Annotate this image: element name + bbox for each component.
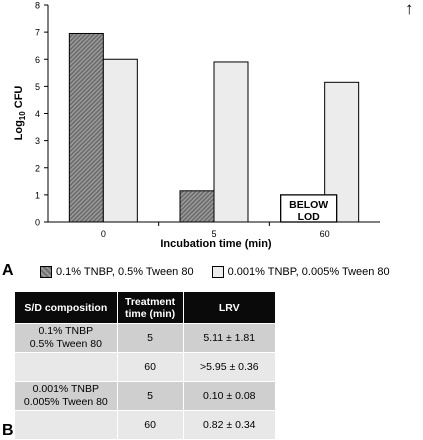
header-lrv: LRV — [182, 291, 277, 324]
lrv-table: S/D composition Treatment time (min) LRV… — [14, 291, 277, 440]
bar-low-t0 — [102, 58, 138, 223]
bar-high-t5 — [179, 190, 215, 223]
table-row: 60 0.82 ± 0.34 — [14, 410, 277, 440]
y-tick-label: 0 — [35, 218, 40, 228]
below-lod-label-line2: LOD — [298, 211, 321, 223]
header-treatment-time: Treatment time (min) — [116, 291, 184, 324]
composition-cell — [14, 410, 118, 440]
header-composition: S/D composition — [14, 291, 118, 324]
x-tick-label: 0 — [101, 229, 106, 239]
composition-cell: 0.1% TNBP 0.5% Tween 80 — [14, 323, 118, 353]
x-tick-label: 60 — [320, 229, 330, 239]
y-tick-label: 5 — [35, 82, 40, 92]
y-tick-label: 2 — [35, 163, 40, 173]
y-tick-label: 8 — [35, 1, 40, 11]
table-row: 0.1% TNBP 0.5% Tween 80 5 5.11 ± 1.81 — [14, 323, 277, 353]
y-tick-label: 6 — [35, 55, 40, 65]
composition-cell — [14, 352, 118, 382]
bar-low-t60 — [324, 81, 360, 223]
time-cell: 60 — [116, 352, 184, 382]
time-cell: 5 — [116, 323, 184, 353]
bar-low-t5 — [213, 61, 249, 223]
y-tick-label: 4 — [35, 109, 40, 119]
bar-high-t0 — [68, 32, 104, 223]
below-lod-label-line1: BELOW — [289, 199, 328, 211]
lrv-cell: 0.82 ± 0.34 — [182, 410, 277, 440]
below-lod-box — [280, 194, 338, 223]
y-tick-label: 7 — [35, 28, 40, 38]
lrv-cell: 0.10 ± 0.08 — [182, 381, 277, 411]
legend-swatch-light — [211, 266, 224, 278]
y-tick-label: 1 — [35, 190, 40, 200]
lrv-cell: 5.11 ± 1.81 — [182, 323, 277, 353]
legend-label-low: 0.001% TNBP, 0.005% Tween 80 — [227, 266, 390, 278]
table-row: 0.001% TNBP 0.005% Tween 80 5 0.10 ± 0.08 — [14, 381, 277, 411]
y-tick-label: 3 — [35, 136, 40, 146]
time-cell: 5 — [116, 381, 184, 411]
chart-legend: 0.1% TNBP, 0.5% Tween 80 0.001% TNBP, 0.… — [40, 262, 420, 282]
up-arrow-icon: ↑ — [405, 0, 414, 18]
legend-label-high: 0.1% TNBP, 0.5% Tween 80 — [56, 266, 194, 278]
table-header-row: S/D composition Treatment time (min) LRV — [14, 291, 277, 324]
x-axis-label: Incubation time (min) — [160, 238, 272, 250]
time-cell: 60 — [116, 410, 184, 440]
panel-label-a: A — [2, 262, 14, 279]
lrv-cell: >5.95 ± 0.36 — [182, 352, 277, 382]
legend-item-low: 0.001% TNBP, 0.005% Tween 80 — [211, 266, 390, 278]
x-tick-label: 5 — [211, 229, 216, 239]
panel-label-b: B — [2, 422, 14, 439]
table-row: 60 >5.95 ± 0.36 — [14, 352, 277, 382]
composition-cell: 0.001% TNBP 0.005% Tween 80 — [14, 381, 118, 411]
legend-item-high: 0.1% TNBP, 0.5% Tween 80 — [40, 266, 194, 278]
y-axis-label: Log10 CFU — [13, 86, 27, 141]
legend-swatch-hatched — [40, 266, 52, 278]
